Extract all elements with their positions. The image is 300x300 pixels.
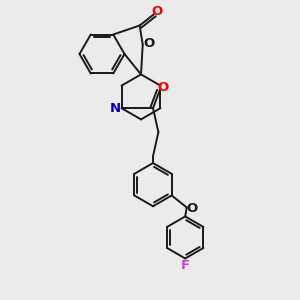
Text: N: N: [110, 102, 121, 115]
Text: O: O: [158, 81, 169, 94]
Text: F: F: [181, 259, 190, 272]
Text: O: O: [143, 37, 154, 50]
Text: O: O: [152, 4, 163, 18]
Text: O: O: [186, 202, 197, 215]
